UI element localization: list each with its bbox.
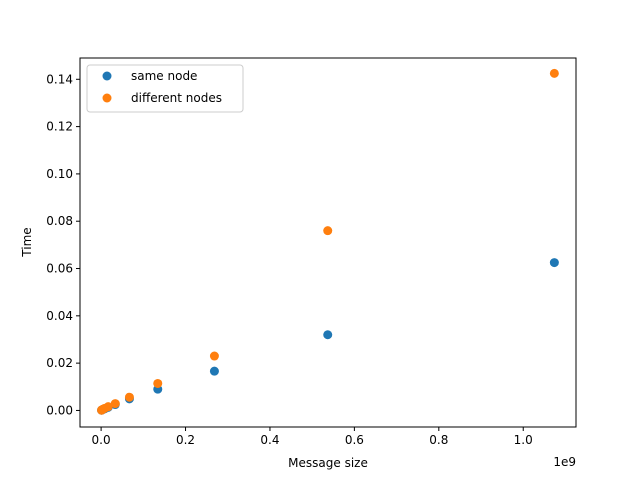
x-tick-label: 0.0	[92, 433, 111, 447]
x-tick-label: 0.8	[429, 433, 448, 447]
y-axis: 0.00 0.02 0.04 0.06 0.08 0.10 0.12 0.14	[46, 72, 80, 417]
x-offset-label: 1e9	[553, 455, 576, 469]
data-points	[97, 68, 559, 415]
data-point	[103, 402, 113, 412]
x-axis: 0.0 0.2 0.4 0.6 0.8 1.0	[92, 427, 533, 447]
y-tick-label: 0.12	[46, 120, 73, 134]
x-tick-label: 0.2	[176, 433, 195, 447]
y-tick-label: 0.06	[46, 262, 73, 276]
legend-marker	[102, 93, 112, 103]
data-point	[323, 226, 333, 236]
legend-label: same node	[131, 69, 197, 83]
x-tick-label: 0.4	[260, 433, 279, 447]
y-tick-label: 0.04	[46, 309, 73, 323]
series-different-nodes	[97, 68, 559, 415]
legend-label: different nodes	[131, 91, 222, 105]
legend-box	[86, 64, 244, 113]
y-tick-label: 0.14	[46, 72, 73, 86]
legend-marker	[102, 71, 112, 81]
legend: same node different nodes	[86, 64, 244, 113]
x-axis-label: Message size	[288, 456, 368, 470]
y-tick-label: 0.08	[46, 214, 73, 228]
y-axis-label: Time	[20, 227, 34, 257]
y-tick-label: 0.02	[46, 356, 73, 370]
data-point	[323, 330, 333, 340]
plot-frame	[79, 57, 577, 428]
data-point	[153, 378, 163, 388]
data-point	[209, 366, 219, 376]
y-tick-label: 0.10	[46, 167, 73, 181]
data-point	[209, 351, 219, 361]
data-point	[549, 258, 559, 268]
x-tick-label: 1.0	[514, 433, 533, 447]
y-tick-label: 0.00	[46, 403, 73, 417]
data-point	[124, 392, 134, 402]
x-tick-label: 0.6	[345, 433, 364, 447]
data-point	[110, 399, 120, 409]
data-point	[549, 68, 559, 78]
